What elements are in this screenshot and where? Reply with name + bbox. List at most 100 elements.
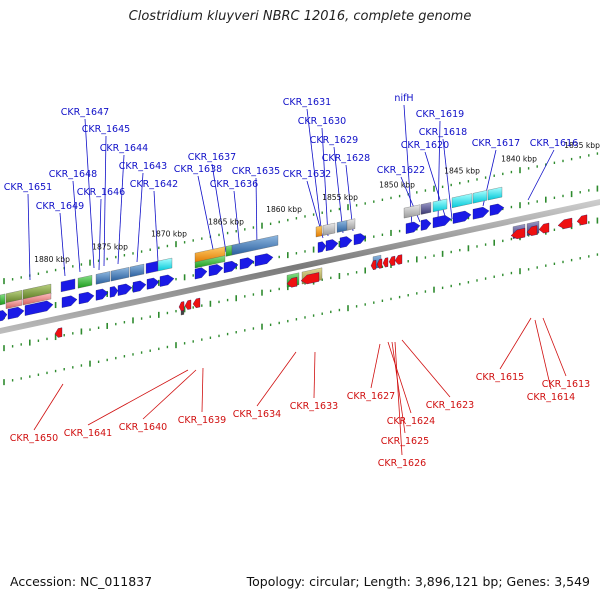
feature-box-upper (5, 299, 23, 309)
forward-gene-arrow (339, 236, 353, 249)
forward-gene-arrow (24, 300, 54, 316)
forward-gene-arrow (95, 288, 109, 301)
leader-line (201, 367, 204, 413)
forward-gene-arrow (432, 215, 452, 229)
ruler-label-1835-kbp: 1835 kbp (564, 141, 600, 150)
gene-label-ckr-1642: CKR_1642 (130, 179, 178, 190)
gene-label-ckr-1648: CKR_1648 (49, 169, 97, 180)
reverse-gene-arrow (376, 258, 383, 269)
forward-gene-arrow (117, 283, 133, 296)
reverse-gene-arrow (388, 255, 396, 266)
reverse-gene-arrow (54, 327, 63, 338)
reverse-tick-row (3, 253, 599, 386)
gene-label-ckr-1613: CKR_1613 (542, 379, 590, 390)
forward-gene-arrow (208, 264, 224, 277)
leader-line (136, 172, 144, 263)
labels: 1835 kbp 1840 kbp 1845 kbp 1850 kbp 1855 kbp… (4, 93, 600, 469)
backbone-bar (0, 199, 600, 334)
leader-line (534, 319, 552, 390)
forward-gene-arrow (109, 286, 119, 298)
leader-line (527, 149, 555, 201)
feature-box-upper (432, 198, 448, 213)
leader-line (370, 343, 381, 389)
feature-box-upper (346, 218, 356, 231)
leader-line (98, 198, 102, 271)
reverse-gene-arrow (526, 225, 538, 236)
leader-line (499, 317, 532, 370)
reverse-gene-arrow (557, 217, 573, 229)
ruler-label-1840-kbp: 1840 kbp (501, 154, 537, 163)
forward-gene-arrow (61, 295, 78, 308)
reverse-gene-arrow (286, 276, 298, 288)
feature-box-upper (336, 220, 348, 233)
gene-label-ckr-1614: CKR_1614 (527, 392, 575, 403)
reverse-gene-arrow (370, 259, 377, 270)
gene-label-nifh: nifH (394, 93, 413, 104)
ruler-label-1870-kbp: 1870 kbp (151, 230, 187, 239)
gene-label-ckr-1636: CKR_1636 (210, 179, 258, 190)
forward-gene-arrow (239, 257, 255, 270)
gene-label-ckr-1643: CKR_1643 (119, 161, 167, 172)
leader-line (211, 163, 227, 253)
feature-box-upper (487, 186, 503, 201)
leader-line (442, 138, 453, 220)
leader-line (142, 369, 197, 420)
gene-label-ckr-1625: CKR_1625 (381, 436, 429, 447)
reverse-gene-arrow (394, 254, 403, 265)
gene-label-ckr-1627: CKR_1627 (347, 391, 395, 402)
gene-label-ckr-1650: CKR_1650 (10, 433, 58, 444)
feature-box-upper (77, 275, 93, 289)
leader-line (72, 180, 81, 273)
gene-label-ckr-1631: CKR_1631 (283, 97, 331, 108)
leader-line (233, 190, 241, 251)
leader-line (153, 190, 159, 263)
feature-box-upper (231, 235, 279, 256)
forward-gene-arrow (420, 219, 432, 231)
gene-label-ckr-1644: CKR_1644 (100, 143, 148, 154)
ruler-label-1845-kbp: 1845 kbp (444, 167, 480, 176)
feature-box-upper (403, 204, 421, 219)
gene-label-ckr-1635: CKR_1635 (232, 166, 280, 177)
gene-label-ckr-1629: CKR_1629 (310, 135, 358, 146)
forward-gene-arrow (146, 277, 160, 290)
feature-box-upper (95, 271, 111, 285)
feature-box-upper (315, 225, 323, 238)
leader-line (256, 351, 297, 407)
leader-line (59, 212, 66, 277)
topology-text: Topology: circular; Length: 3,896,121 bp… (246, 574, 590, 589)
gene-label-ckr-1615: CKR_1615 (476, 372, 524, 383)
leader-line (33, 383, 64, 431)
feature-box-upper (110, 267, 130, 282)
gene-label-ckr-1637: CKR_1637 (188, 152, 236, 163)
feature-box-upper (225, 244, 233, 257)
feature-box-upper (129, 263, 145, 278)
forward-gene-arrow (159, 274, 175, 287)
feature-box-upper (472, 190, 488, 204)
reverse-gene-arrow (192, 297, 201, 308)
forward-gene-arrow (353, 233, 367, 246)
gene-label-ckr-1628: CKR_1628 (322, 153, 370, 164)
reverse-gene-arrow (382, 257, 389, 268)
ruler-label-1855-kbp: 1855 kbp (322, 193, 358, 202)
leader-line (403, 104, 413, 227)
forward-gene-arrow (194, 267, 208, 280)
feature-box-upper (194, 255, 226, 269)
leader-line (313, 351, 316, 399)
gene-label-ckr-1617: CKR_1617 (472, 138, 520, 149)
accession-text: Accession: NC_011837 (10, 574, 153, 589)
forward-gene-arrow (325, 239, 339, 252)
forward-gene-arrow (7, 306, 25, 320)
leader-line (394, 341, 403, 456)
leader-line (387, 341, 412, 414)
ruler-label-1860-kbp: 1860 kbp (266, 205, 302, 214)
reverse-gene-arrow (510, 227, 526, 240)
forward-gene-arrow (254, 253, 274, 267)
feature-box-upper (145, 260, 159, 274)
reverse-gene-arrow (184, 299, 192, 310)
gene-label-ckr-1626: CKR_1626 (378, 458, 426, 469)
gene-label-ckr-1651: CKR_1651 (4, 182, 52, 193)
gene-label-ckr-1616: CKR_1616 (530, 138, 578, 149)
gene-label-ckr-1623: CKR_1623 (426, 400, 474, 411)
forward-gene-arrow (0, 310, 8, 322)
forward-gene-arrow (489, 203, 505, 216)
